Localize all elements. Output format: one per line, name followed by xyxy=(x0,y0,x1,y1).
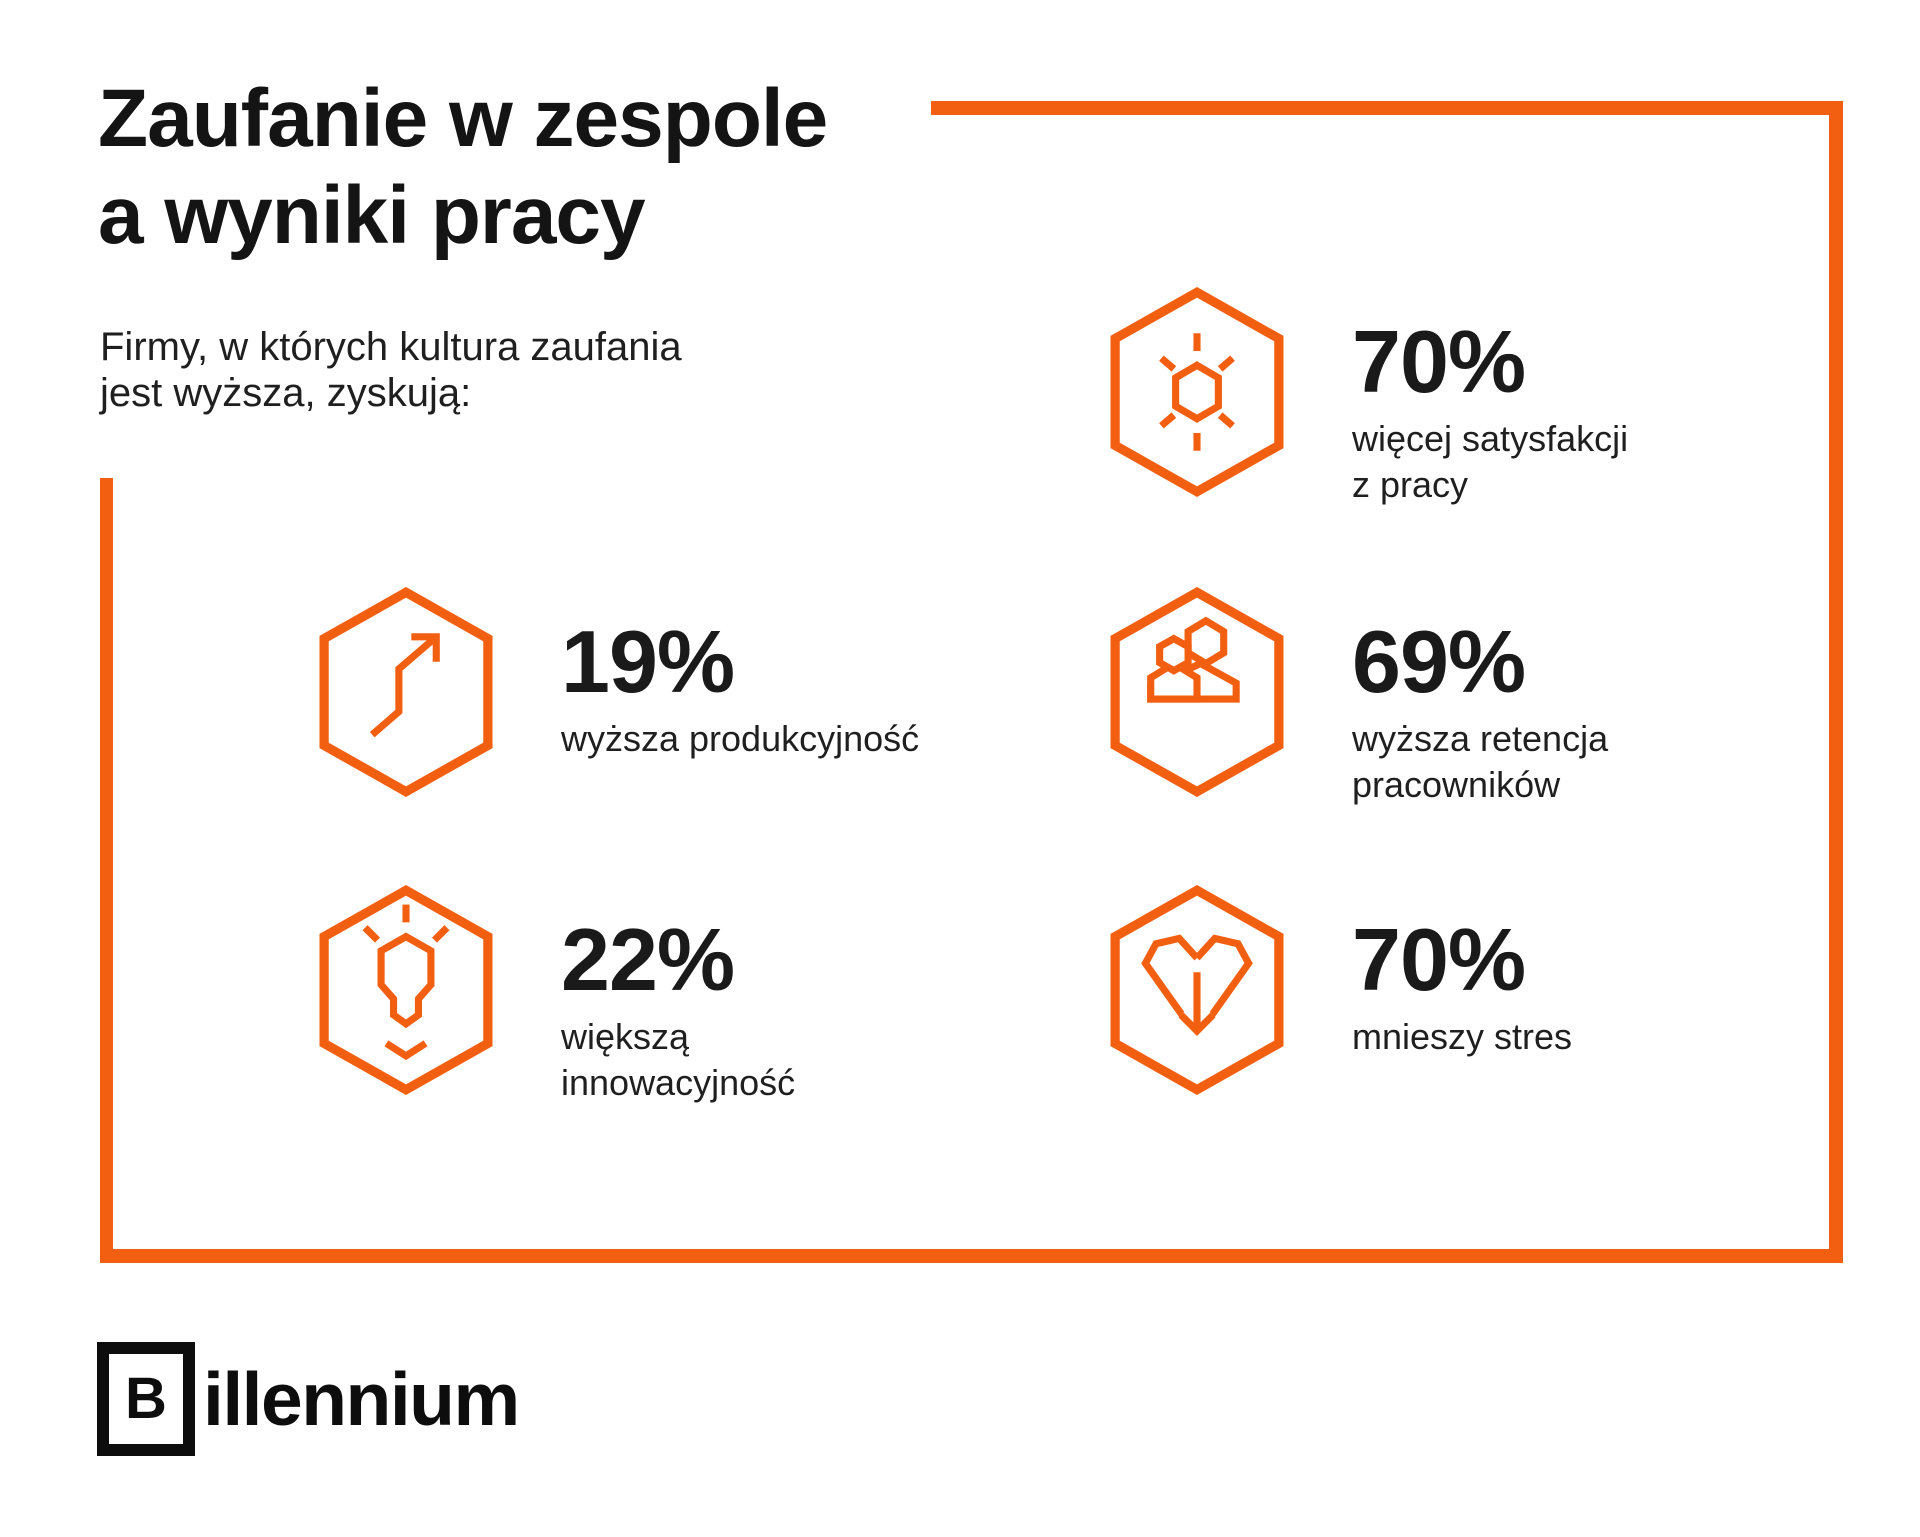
stat-text: 70% więcej satysfakcji z pracy xyxy=(1352,318,1628,508)
stat-block-stress: 70% mnieszy stres xyxy=(1108,883,1572,1097)
page-subtitle: Firmy, w których kultura zaufania jest w… xyxy=(100,324,682,416)
stat-text: 70% mnieszy stres xyxy=(1352,916,1572,1060)
stat-block-retention: 69% wyższa retencja pracowników xyxy=(1108,585,1608,808)
title-line-2: a wyniki pracy xyxy=(98,170,646,261)
frame-line-bottom xyxy=(100,1249,1843,1263)
stat-label: wyższa retencja pracowników xyxy=(1352,718,1609,805)
stat-value: 22% xyxy=(561,910,735,1009)
team-members-icon xyxy=(1110,587,1284,797)
logo-wordmark: illennium xyxy=(203,1356,520,1441)
logo-mark-box: B xyxy=(97,1342,195,1456)
heart-arrow-down-icon xyxy=(1110,885,1284,1095)
subtitle-line-1: Firmy, w których kultura zaufania xyxy=(100,325,682,369)
stat-value: 70% xyxy=(1352,312,1526,411)
subtitle-line-2: jest wyższa, zyskują: xyxy=(100,371,472,415)
stat-value: 69% xyxy=(1352,612,1526,711)
stat-label: wyższa produkcyjność xyxy=(561,718,920,759)
title-line-1: Zaufanie w zespole xyxy=(98,73,828,164)
stat-label: więcej satysfakcji z pracy xyxy=(1352,418,1629,505)
stat-label: mnieszy stres xyxy=(1352,1016,1573,1057)
billennium-logo: B illennium xyxy=(97,1342,520,1456)
stat-value: 70% xyxy=(1352,910,1526,1009)
frame-line-top xyxy=(931,101,1843,115)
frame-line-right xyxy=(1829,101,1843,1263)
stat-text: 69% wyższa retencja pracowników xyxy=(1352,618,1608,808)
stat-block-satisfaction: 70% więcej satysfakcji z pracy xyxy=(1108,285,1628,508)
stat-value: 19% xyxy=(561,612,735,711)
trend-up-arrow-icon xyxy=(319,587,493,797)
sun-hexagon-icon xyxy=(1110,287,1284,497)
frame-line-left xyxy=(100,478,113,1263)
stat-block-innovation: 22% większą innowacyjność xyxy=(317,883,795,1106)
logo-mark: B xyxy=(125,1366,167,1431)
lightbulb-icon xyxy=(319,885,493,1095)
page-title: Zaufanie w zespole a wyniki pracy xyxy=(98,70,828,264)
stat-text: 19% wyższa produkcyjność xyxy=(561,618,919,762)
stat-text: 22% większą innowacyjność xyxy=(561,916,795,1106)
stat-block-productivity: 19% wyższa produkcyjność xyxy=(317,585,919,799)
stat-label: większą innowacyjność xyxy=(561,1016,796,1103)
